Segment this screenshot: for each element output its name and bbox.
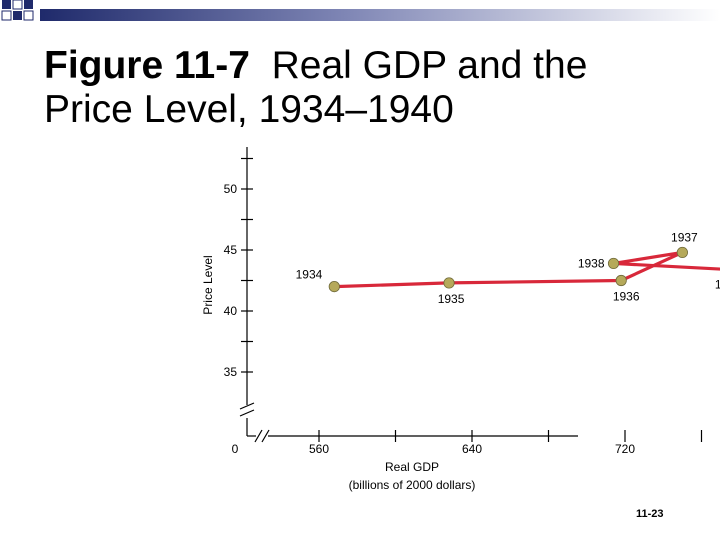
y-tick-label: 35 [224,365,238,379]
data-point-1937 [676,246,688,259]
point-label-1938: 1938 [578,256,605,270]
data-point-1935 [443,277,455,289]
point-label-1936: 1936 [613,290,640,304]
point-label-1939: 1939 [715,278,720,292]
y-tick-label: 40 [224,304,238,318]
chart-text: Real GDP (billions of 2000 dollars) Price … [201,230,720,492]
title-text-line1: Real GDP and the [249,44,588,87]
x-tick-label: 640 [462,442,482,456]
series-line [332,250,720,289]
x-tick-label: 720 [615,442,635,456]
point-label-1935: 1935 [438,292,465,306]
chart-ticks: 354045500560640720800880 [224,157,703,456]
y-axis-title: Price Level [201,255,215,314]
x-axis-title: Real GDP [385,460,439,474]
y-axis-break-mark [239,402,255,410]
header-decoration [1,0,720,21]
y-tick-label: 45 [224,243,238,257]
chart-series [332,250,720,289]
figure-number: Figure 11-7 [44,44,250,87]
x-axis-break-mark [254,429,263,443]
title-text-line2: Price Level, 1934–1940 [44,88,454,131]
chart-axes [239,147,578,443]
origin-label: 0 [232,442,239,456]
page-number: 11-23 [636,508,664,520]
chart-points [328,246,688,293]
x-axis-break-mark [261,429,270,443]
point-label-1937: 1937 [671,230,698,244]
x-tick-label: 560 [309,442,329,456]
y-axis-break-mark [239,409,255,417]
point-label-1934: 1934 [296,268,323,282]
data-point-1936 [615,274,627,287]
data-point-1934 [328,280,340,293]
x-axis-subtitle: (billions of 2000 dollars) [349,478,476,492]
data-point-1938 [607,257,620,270]
slide-title: Figure 11-7 Real GDP and the Price Level… [44,44,704,132]
y-tick-label: 50 [224,182,238,196]
